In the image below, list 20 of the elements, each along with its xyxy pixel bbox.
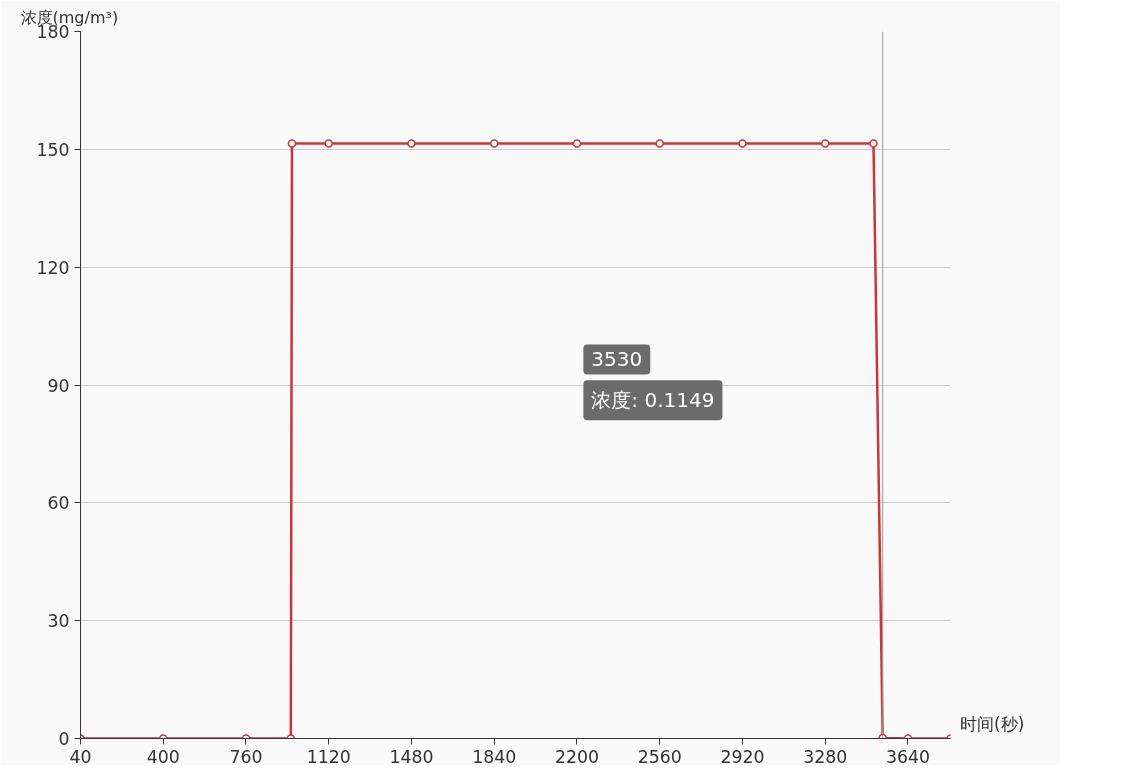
y-tick-label: 60 <box>47 493 70 514</box>
x-tick-label: 2920 <box>720 746 765 767</box>
annotation: 浓度: 0.1149 <box>591 388 715 413</box>
y-tick-label: 120 <box>36 257 70 278</box>
x-tick-label: 1120 <box>306 746 351 767</box>
x-tick-label: 1480 <box>389 746 434 767</box>
x-axis-title: 时间(秒) <box>960 713 1025 736</box>
y-tick-label: 0 <box>58 729 70 749</box>
x-tick-label: 3280 <box>803 746 848 767</box>
y-tick-label: 150 <box>36 139 70 160</box>
x-tick-label: 1840 <box>472 746 517 767</box>
y-tick-label: 90 <box>47 375 70 396</box>
y-tick-label: 30 <box>47 611 70 632</box>
x-tick-label: 2200 <box>554 746 600 767</box>
annotation: 3530 <box>591 347 643 372</box>
x-tick-label: 3640 <box>885 746 931 767</box>
x-tick-label: 760 <box>229 746 263 767</box>
x-tick-label: 2560 <box>637 746 682 767</box>
x-tick-label: 400 <box>146 746 180 767</box>
x-tick-label: 40 <box>69 746 92 767</box>
